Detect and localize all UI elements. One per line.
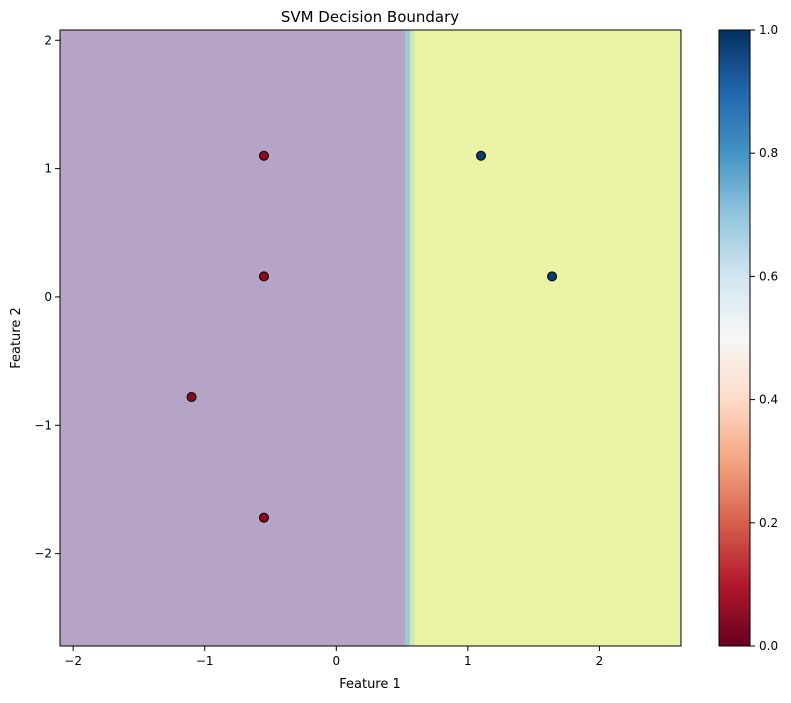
scatter-point bbox=[547, 271, 558, 282]
decision-regions bbox=[60, 30, 681, 646]
y-tick-label: −2 bbox=[34, 547, 52, 561]
region-transition bbox=[405, 30, 410, 646]
region-class-0 bbox=[60, 30, 406, 646]
colorbar bbox=[718, 29, 751, 647]
colorbar-tick-label: 0.4 bbox=[759, 393, 778, 407]
plot-frame bbox=[59, 29, 682, 647]
colorbar-tick-label: 0.0 bbox=[759, 639, 778, 653]
colorbar-tick-label: 1.0 bbox=[759, 23, 778, 37]
x-tick-label: 0 bbox=[332, 654, 340, 668]
scatter-point bbox=[476, 150, 487, 161]
scatter-point bbox=[186, 392, 197, 403]
x-axis-ticks: −2 −1 0 1 2 bbox=[64, 646, 603, 668]
data-points bbox=[186, 150, 558, 523]
y-tick-label: 0 bbox=[44, 290, 52, 304]
x-axis-label: Feature 1 bbox=[339, 677, 401, 692]
colorbar-tick-label: 0.6 bbox=[759, 269, 778, 283]
chart-title: SVM Decision Boundary bbox=[281, 8, 459, 26]
x-tick-label: −1 bbox=[196, 654, 214, 668]
scatter-point bbox=[258, 512, 269, 523]
colorbar-ticks: 0.0 0.2 0.4 0.6 0.8 1.0 bbox=[750, 23, 778, 653]
x-tick-label: −2 bbox=[64, 654, 82, 668]
region-transition bbox=[409, 30, 415, 646]
colorbar-tick-label: 0.2 bbox=[759, 516, 778, 530]
y-tick-label: −1 bbox=[34, 418, 52, 432]
x-tick-label: 2 bbox=[596, 654, 604, 668]
y-axis-label: Feature 2 bbox=[9, 307, 24, 369]
scatter-point bbox=[258, 271, 269, 282]
scatter-point bbox=[258, 150, 269, 161]
y-axis-ticks: −2 −1 0 1 2 bbox=[34, 33, 60, 561]
y-tick-label: 2 bbox=[44, 33, 52, 47]
x-tick-label: 1 bbox=[464, 654, 472, 668]
colorbar-tick-label: 0.8 bbox=[759, 146, 778, 160]
region-class-1 bbox=[414, 30, 681, 646]
y-tick-label: 1 bbox=[44, 162, 52, 176]
